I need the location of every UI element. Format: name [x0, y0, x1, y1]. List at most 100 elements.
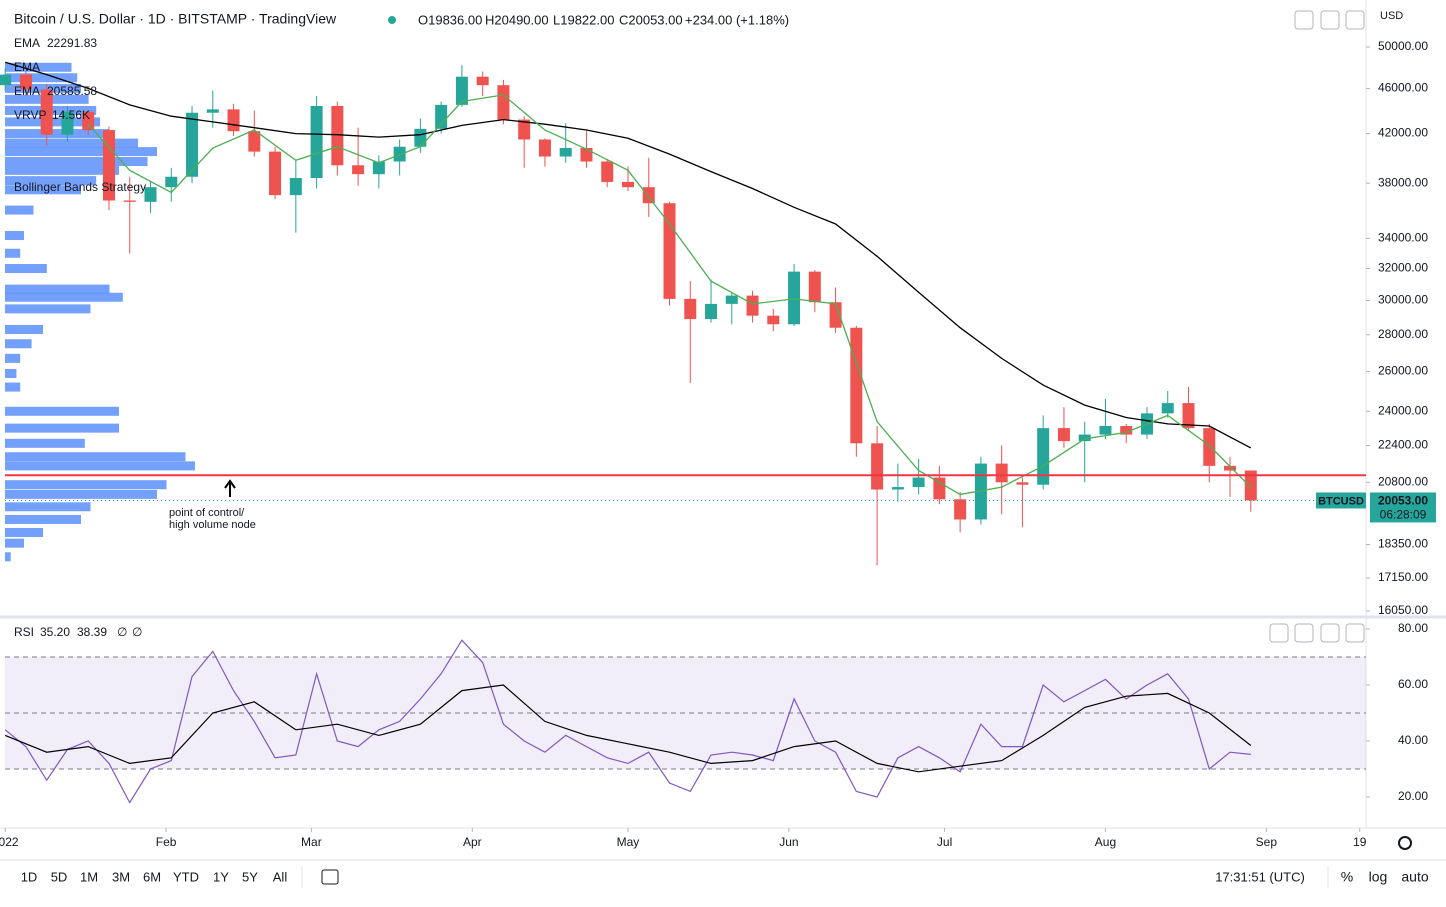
- candle-body: [476, 76, 489, 86]
- candle-body: [746, 295, 759, 316]
- pane-buttons: [1269, 10, 1365, 643]
- y-tick-label: 40.00: [1398, 733, 1428, 747]
- candle-body: [40, 89, 53, 135]
- button[interactable]: [1345, 10, 1365, 30]
- calendar-icon[interactable]: [321, 869, 339, 885]
- candle-body: [1182, 403, 1195, 429]
- range-button[interactable]: 1D: [21, 869, 38, 884]
- volume-profile-bar: [5, 62, 72, 72]
- ohlc-change: +234.00 (+1.18%): [685, 12, 789, 27]
- candle-body: [331, 105, 344, 166]
- button[interactable]: [1294, 623, 1314, 643]
- legend-name: EMA: [14, 36, 40, 50]
- symbol-label: BTCUSD: [1318, 495, 1364, 507]
- y-tick-label: 17150.00: [1378, 570, 1428, 584]
- line: [4, 639, 1251, 804]
- price-label: 20053.00: [1378, 494, 1428, 508]
- y-tick-label: 28000.00: [1378, 327, 1428, 341]
- candle-body: [1203, 428, 1216, 466]
- clock: 17:31:51 (UTC): [1215, 869, 1305, 884]
- button[interactable]: [1269, 623, 1289, 643]
- ohlc-high: H20490.00: [485, 12, 549, 27]
- volume-profile-bar: [5, 324, 43, 334]
- volume-profile-bar: [5, 284, 110, 294]
- range-button[interactable]: All: [273, 869, 288, 884]
- countdown: 06:28:09: [1380, 508, 1427, 522]
- candle-body: [248, 131, 261, 152]
- button[interactable]: [1294, 10, 1314, 30]
- y-tick-label: 32000.00: [1378, 261, 1428, 275]
- candle-body: [165, 176, 178, 188]
- button[interactable]: [1320, 10, 1340, 30]
- x-tick-label: Jul: [937, 835, 952, 849]
- candle-body: [974, 463, 987, 520]
- candle-body: [289, 178, 302, 196]
- candle-body: [891, 487, 904, 490]
- legend-value: 20585.58: [47, 84, 97, 98]
- candle-body: [725, 295, 738, 304]
- candle-body: [352, 165, 365, 175]
- currency[interactable]: USD: [1380, 10, 1403, 22]
- candle-body: [642, 187, 655, 204]
- button[interactable]: [1320, 623, 1340, 643]
- volume-profile-bar: [5, 353, 21, 363]
- volume-profile-bar: [5, 452, 186, 462]
- y-tick-label: 20.00: [1398, 789, 1428, 803]
- candle-body: [310, 105, 323, 179]
- range-button[interactable]: 1Y: [213, 869, 229, 884]
- candle-body: [788, 271, 801, 325]
- ohlc-open: O19836.00: [418, 12, 482, 27]
- button[interactable]: [1345, 623, 1365, 643]
- symbol-badge: [1316, 492, 1366, 509]
- legend-name: EMA: [14, 60, 40, 74]
- candle-body: [995, 463, 1008, 483]
- candle-body: [123, 200, 136, 202]
- x-tick-label: Sep: [1256, 835, 1278, 849]
- rsi-pane: 80.00 60.00 40.00 20.00 RSI 35.20 38.39 ∅ ∅: [4, 621, 1428, 804]
- symbol-title: Bitcoin / U.S. Dollar · 1D · BITSTAMP · …: [14, 11, 337, 27]
- range-button[interactable]: 3M: [112, 869, 130, 884]
- rsi-legend-value: ∅: [132, 625, 142, 639]
- volume-profile-bar: [5, 489, 157, 499]
- candle-body: [82, 111, 95, 131]
- candle-body: [186, 112, 199, 177]
- volume-profile-bar: [5, 264, 47, 274]
- rsi-legend-value: ∅: [117, 625, 127, 639]
- volume-profile-bar: [5, 176, 97, 186]
- volume-profile-bar: [5, 382, 21, 392]
- volume-profile-bar: [5, 73, 78, 83]
- candle-body: [1224, 465, 1237, 471]
- legend-name: Bollinger Bands Strategy: [14, 180, 146, 194]
- x-tick-label: Aug: [1095, 835, 1116, 849]
- y-tick-label: 80.00: [1398, 621, 1428, 635]
- line: [5, 61, 1252, 449]
- candle-body: [684, 298, 697, 320]
- range-button[interactable]: 5D: [51, 869, 68, 884]
- scale-option[interactable]: %: [1341, 869, 1353, 885]
- x-tick-label: 19: [1353, 835, 1367, 849]
- volume-profile-bar: [5, 538, 24, 548]
- line: [87, 94, 1252, 496]
- scale-option[interactable]: log: [1369, 869, 1388, 885]
- range-button[interactable]: 6M: [143, 869, 161, 884]
- y-tick-label: 50000.00: [1378, 39, 1428, 53]
- candle-body: [435, 104, 448, 129]
- line: [4, 684, 1252, 773]
- settings-icon[interactable]: [1398, 836, 1412, 850]
- candle-body: [621, 181, 634, 188]
- y-tick-label: 22400.00: [1378, 438, 1428, 452]
- range-button[interactable]: 1M: [80, 869, 98, 884]
- y-tick-label: 26000.00: [1378, 364, 1428, 378]
- annotation: point of control/: [169, 507, 245, 519]
- candle-body: [0, 74, 12, 86]
- y-tick-label: 18350.00: [1378, 537, 1428, 551]
- range-button[interactable]: YTD: [173, 869, 199, 884]
- range-button[interactable]: 5Y: [242, 869, 258, 884]
- candle-body: [1057, 428, 1070, 442]
- candle-body: [1099, 425, 1112, 435]
- scale-option[interactable]: auto: [1401, 869, 1428, 885]
- ohlc-close: C20053.00: [619, 12, 683, 27]
- legend-value: 14.56K: [52, 108, 90, 122]
- ohlc-low: L19822.00: [553, 12, 614, 27]
- volume-profile-bar: [5, 248, 21, 258]
